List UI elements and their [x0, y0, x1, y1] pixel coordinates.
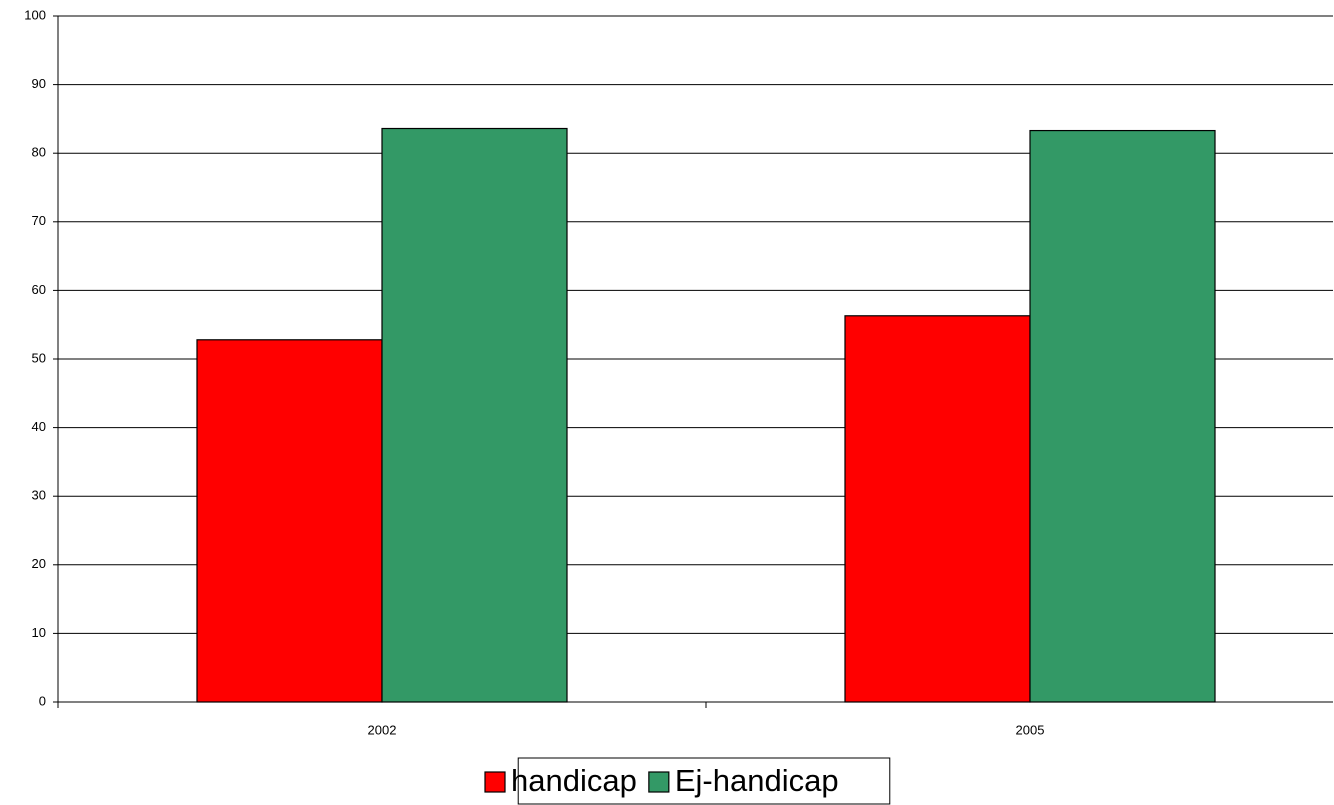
y-tick-label: 100 [24, 7, 46, 22]
y-tick-label: 70 [32, 213, 46, 228]
y-tick-label: 90 [32, 76, 46, 91]
y-tick-label: 0 [39, 693, 46, 708]
y-tick-label: 50 [32, 350, 46, 365]
y-tick-label: 40 [32, 419, 46, 434]
bar [196, 339, 383, 703]
y-tick-label: 30 [32, 488, 46, 503]
legend-swatch [484, 771, 506, 793]
x-tick-label: 2002 [368, 722, 397, 737]
bar [1029, 129, 1216, 703]
y-tick-label: 60 [32, 282, 46, 297]
legend-label: handicap [511, 763, 637, 798]
legend-swatch [648, 771, 670, 793]
y-tick-label: 10 [32, 625, 46, 640]
y-tick-label: 20 [32, 556, 46, 571]
y-tick-label: 80 [32, 145, 46, 160]
bar [381, 127, 568, 703]
legend [517, 757, 891, 805]
x-tick-label: 2005 [1016, 722, 1045, 737]
legend-label: Ej-handicap [675, 763, 839, 798]
bar [844, 315, 1031, 703]
